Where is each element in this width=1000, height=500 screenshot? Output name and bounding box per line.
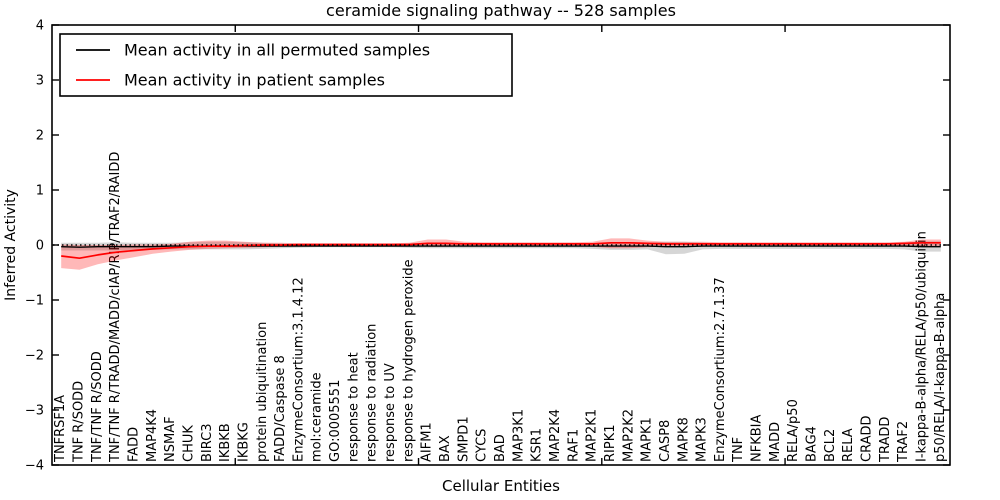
x-entity-label: response to UV [383,363,398,462]
x-entity-label: RAF1 [566,429,581,462]
x-entity-label: TNF/TNF R/SODD [90,351,105,463]
x-entity-label: mol:ceramide [310,372,325,462]
y-tick-label: 3 [36,74,44,89]
x-entity-label: CYCS [475,429,490,462]
chart-title: ceramide signaling pathway -- 528 sample… [326,1,676,20]
x-entity-label: TNFRSF1A [53,395,68,463]
y-tick-label: 0 [36,239,44,254]
x-entity-label: response to heat [346,352,361,462]
x-entity-label: MAP2K2 [621,409,636,462]
x-entity-label: RELA [841,428,856,462]
x-entity-label: I-kappa-B-alpha/RELA/p50/ubiquitin [915,231,930,462]
x-entity-label: TRADD [878,417,893,463]
x-entity-label: BAD [493,434,508,462]
y-tick-label: −2 [25,349,44,364]
x-entity-label: TNF R/SODD [72,381,87,463]
x-entity-label: NSMAF [163,416,178,462]
y-tick-label: 2 [36,129,44,144]
patient-mean-line [61,241,941,260]
y-axis-label: Inferred Activity [3,189,19,301]
x-entity-label: AIFM1 [420,422,435,462]
x-entity-label: protein ubiquitination [255,322,270,462]
x-entity-label: RIPK1 [603,424,618,462]
x-entity-label: KSR1 [530,428,545,462]
y-tick-label: −3 [25,404,44,419]
legend-label: Mean activity in patient samples [124,71,385,90]
x-entity-label: MADD [768,422,783,462]
x-entity-label: BAG4 [805,426,820,462]
x-entity-label: FADD/Caspase 8 [273,355,288,462]
x-entity-label: FADD [127,427,142,462]
x-entity-label: IKBKB [218,423,233,462]
x-entity-label: NFKBIA [750,415,765,462]
x-entity-label: BIRC3 [200,424,215,463]
x-entity-label: IKBKG [236,422,251,462]
x-entity-label: MAPK8 [676,417,691,462]
y-tick-label: −1 [25,294,44,309]
x-entity-label: SMPD1 [456,416,471,462]
x-entity-label: MAP3K1 [511,409,526,462]
y-tick-label: 4 [36,19,44,34]
x-entity-label: MAP2K1 [585,409,600,462]
y-tick-label: −4 [25,459,44,474]
x-entity-label: MAP4K4 [145,409,160,462]
x-entity-label: response to hydrogen peroxide [401,259,416,462]
x-entity-label: CHUK [181,425,196,462]
x-entity-label: BAX [438,435,453,462]
legend: Mean activity in all permuted samples Mea… [59,33,513,97]
axes-frame [51,24,951,466]
x-entity-label: GO:0005551 [328,380,343,462]
x-entity-label: CRADD [860,416,875,463]
x-entity-label: p50/RELA/I-kappa-B-alpha [933,293,948,462]
x-entity-label: MAPK3 [695,417,710,462]
x-axis-label: Cellular Entities [442,477,560,495]
x-entity-label: MAPK1 [640,417,655,462]
x-entity-label: RELA/p50 [786,399,801,462]
x-entity-label: TNF [731,437,746,463]
x-entity-label: TRAF2 [896,421,911,463]
x-entity-labels: TNFRSF1A TNF R/SODD TNF/TNF R/SODD TNF/TNF … [53,152,948,463]
x-entity-label: MAP2K4 [548,409,563,462]
x-entity-label: BCL2 [823,429,838,462]
x-entity-label: response to radiation [365,324,380,462]
y-tick-label: 1 [36,184,44,199]
y-tick-labels: 4 3 2 1 0 −1 −2 −3 −4 [25,19,44,474]
x-entity-label: TNF/TNF R/TRADD/MADD/cIAP/RIP/TRAF2/RAID… [108,152,123,463]
x-entity-label: CASP8 [658,420,673,462]
x-entity-label: EnzymeConsortium:3.1.4.12 [291,277,306,462]
legend-box [59,33,513,97]
legend-label: Mean activity in all permuted samples [124,41,430,60]
x-entity-label: EnzymeConsortium:2.7.1.37 [713,277,728,462]
